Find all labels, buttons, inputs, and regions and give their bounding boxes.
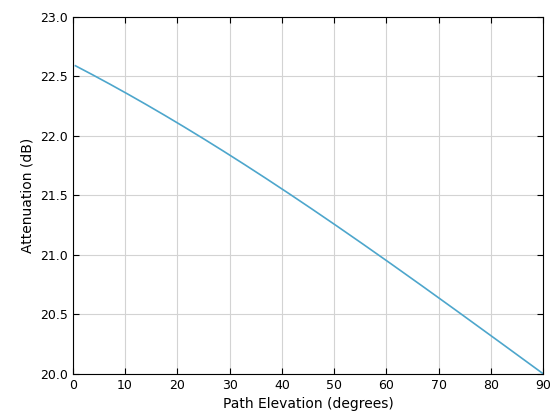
Y-axis label: Attenuation (dB): Attenuation (dB): [21, 138, 35, 253]
X-axis label: Path Elevation (degrees): Path Elevation (degrees): [223, 397, 393, 411]
